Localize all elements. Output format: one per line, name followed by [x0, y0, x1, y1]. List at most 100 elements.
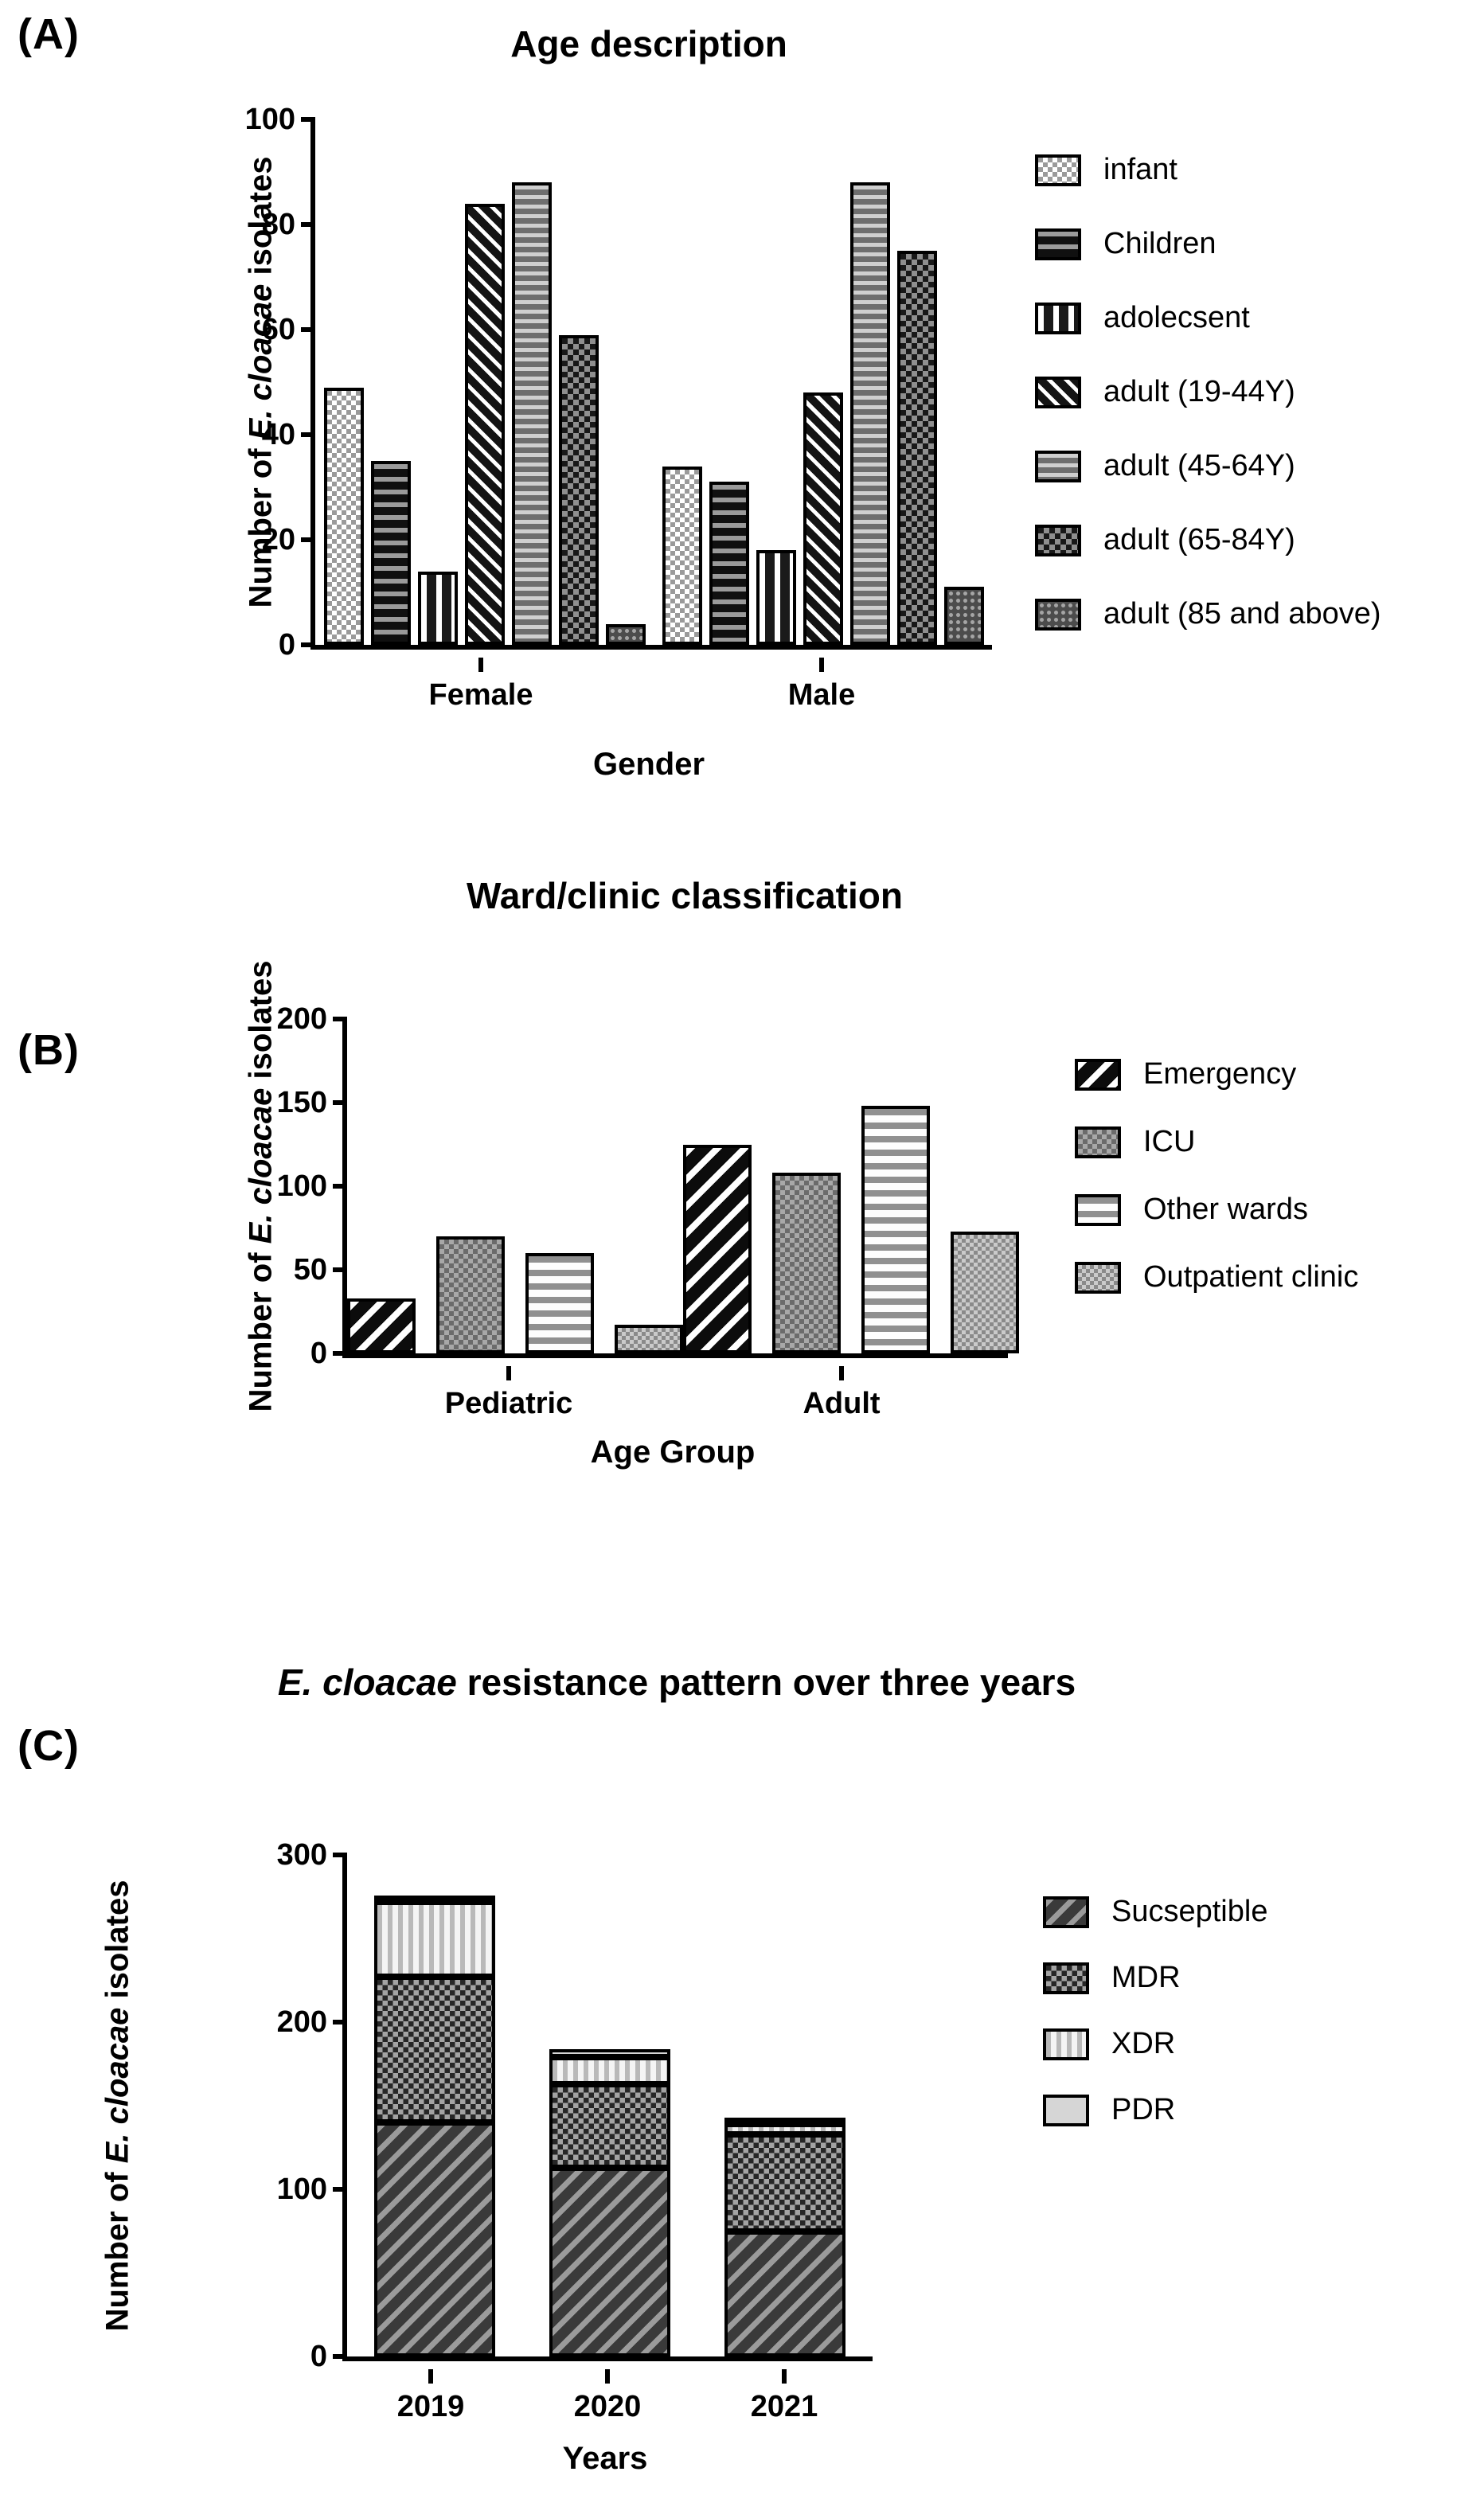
panel-c-label: (C) [18, 1722, 80, 1770]
y-tick-mark [301, 327, 315, 332]
chart-a-x-axis-title: Gender [592, 747, 705, 782]
chart-b-bars [347, 1019, 1019, 1353]
y-tick-label: 0 [278, 628, 295, 662]
legend-item-sucseptible: Sucseptible [1043, 1895, 1267, 1929]
segment-pdr-2019 [374, 1895, 495, 1902]
dark-vstripes-white-swatch-icon [1035, 302, 1081, 334]
segment-xdr-2021 [724, 2124, 845, 2134]
segment-pdr-2021 [724, 2117, 845, 2125]
y-tick-100: 100 [277, 2174, 347, 2204]
x-tick-label: Male [787, 678, 856, 712]
x-tick-2021: 2021 [696, 2369, 873, 2424]
bar-outpatient-clinic-adult [951, 1231, 1019, 1353]
gray-checker-swatch-icon [1075, 1126, 1121, 1158]
y-tick-mark [333, 1267, 347, 1272]
chart-b-title: Ward/clinic classification [303, 874, 1067, 917]
x-tick-2019: 2019 [342, 2369, 519, 2424]
segment-mdr-2020 [549, 2083, 670, 2168]
chart-a-x-axis: Female Male [310, 658, 992, 713]
y-tick-0: 0 [310, 2341, 347, 2372]
chart-c-bars [347, 1855, 873, 2356]
legend-item-adolecsent: adolecsent [1035, 301, 1381, 335]
chart-c-y-axis-label: Number of E. cloacae isolates [100, 1880, 136, 2332]
chart-b-x-axis: Pediatric Adult [342, 1366, 1008, 1421]
x-tick-label: Adult [803, 1387, 881, 1420]
y-tick-40: 40 [262, 420, 315, 450]
x-tick-label: Female [428, 678, 533, 712]
chart-c-title: E. cloacae resistance pattern over three… [80, 1661, 1274, 1704]
legend-item-other-wards: Other wards [1075, 1193, 1358, 1227]
legend-label: infant [1103, 153, 1177, 186]
panel-b: (B) Ward/clinic classification Number of… [0, 828, 1484, 1632]
segment-pdr-2020 [549, 2048, 670, 2058]
panel-a-label: (A) [18, 10, 80, 58]
y-tick-mark [333, 2354, 347, 2359]
y-tick-300: 300 [277, 1840, 347, 1870]
bar-adult-65-84y-male [896, 251, 937, 645]
bar-adult-85-and-above-female [605, 623, 646, 645]
chart-a-y-axis: 0 20 40 60 80 100 [245, 104, 992, 660]
category-group-2020 [522, 1855, 697, 2356]
chart-a-title: Age description [310, 22, 987, 65]
legend-item-infant: infant [1035, 153, 1381, 187]
y-tick-label: 20 [261, 523, 295, 556]
legend-label: adult (19-44Y) [1103, 375, 1295, 408]
legend-item-outpatient-clinic: Outpatient clinic [1075, 1260, 1358, 1294]
y-tick-200: 200 [277, 2007, 347, 2037]
y-tick-label: 0 [310, 2340, 327, 2373]
bar-other-wards-adult [861, 1106, 930, 1353]
y-tick-100: 100 [277, 1171, 347, 1201]
y-tick-mark [301, 117, 315, 122]
panel-b-label: (B) [18, 1026, 80, 1074]
y-tick-mark [333, 2187, 347, 2192]
legend-item-xdr: XDR [1043, 2027, 1267, 2061]
x-tick-label: 2021 [750, 2390, 818, 2423]
y-label-prefix: Number of [100, 2163, 135, 2332]
x-tick-female: Female [310, 658, 651, 713]
chart-b-legend: Emergency ICU Other wards Outpatient clinic [1075, 1057, 1358, 1294]
chart-c-title-rest: resistance pattern over three years [456, 1661, 1076, 1703]
x-tick-label: 2019 [396, 2390, 465, 2423]
bar-adult-85-and-above-male [943, 587, 984, 645]
chart-c-x-axis: 2019 2020 2021 [342, 2369, 873, 2424]
legend-label: Emergency [1143, 1057, 1297, 1091]
chart-a-plot-area: 0 20 40 60 80 100 [245, 104, 992, 660]
x-tick-male: Male [651, 658, 992, 713]
legend-label: Outpatient clinic [1143, 1260, 1359, 1294]
chart-b-plot-area: 0 50 100 150 200 [277, 1004, 1019, 1369]
dark-dots-swatch-icon [1035, 598, 1081, 631]
stacked-bar-2021 [724, 1855, 845, 2356]
y-tick-150: 150 [277, 1087, 347, 1118]
y-label-italic: E. cloacae [243, 1087, 279, 1244]
bar-infant-female [323, 387, 364, 645]
chart-c-x-axis-title: Years [562, 2441, 648, 2476]
legend-label: adult (85 and above) [1103, 597, 1381, 631]
y-tick-100: 100 [245, 104, 315, 135]
y-tick-60: 60 [262, 314, 315, 345]
black-diagonal-white-swatch-icon [1075, 1058, 1121, 1091]
bar-infant-male [662, 466, 702, 645]
y-tick-label: 50 [293, 1253, 327, 1287]
y-tick-mark [333, 1017, 347, 1021]
legend-label: Sucseptible [1111, 1895, 1268, 1928]
bar-emergency-pediatric [347, 1298, 416, 1353]
legend-item-adult-65-84y: adult (65-84Y) [1035, 523, 1381, 557]
y-tick-label: 60 [261, 313, 295, 346]
y-label-suffix: isolates [100, 1880, 135, 2008]
bar-adult-45-64y-male [849, 182, 890, 645]
x-tick-mark [782, 2369, 787, 2384]
white-vstripes-gray-swatch-icon [1043, 2028, 1089, 2060]
legend-label: XDR [1111, 2027, 1176, 2060]
category-group-male [654, 119, 992, 645]
stacked-bar-2020 [549, 1855, 670, 2356]
x-tick-mark [839, 1366, 844, 1380]
gray-hstripes-swatch-icon [1035, 450, 1081, 482]
bar-adolecsent-male [756, 550, 796, 645]
y-tick-mark [301, 537, 315, 542]
bar-outpatient-clinic-pediatric [615, 1325, 683, 1353]
dark-hstripes-swatch-icon [1035, 228, 1081, 260]
segment-mdr-2021 [724, 2134, 845, 2231]
light-gray-checker-swatch-icon [1075, 1261, 1121, 1294]
legend-item-adult-85-and-above: adult (85 and above) [1035, 597, 1381, 631]
x-tick-mark [605, 2369, 610, 2384]
